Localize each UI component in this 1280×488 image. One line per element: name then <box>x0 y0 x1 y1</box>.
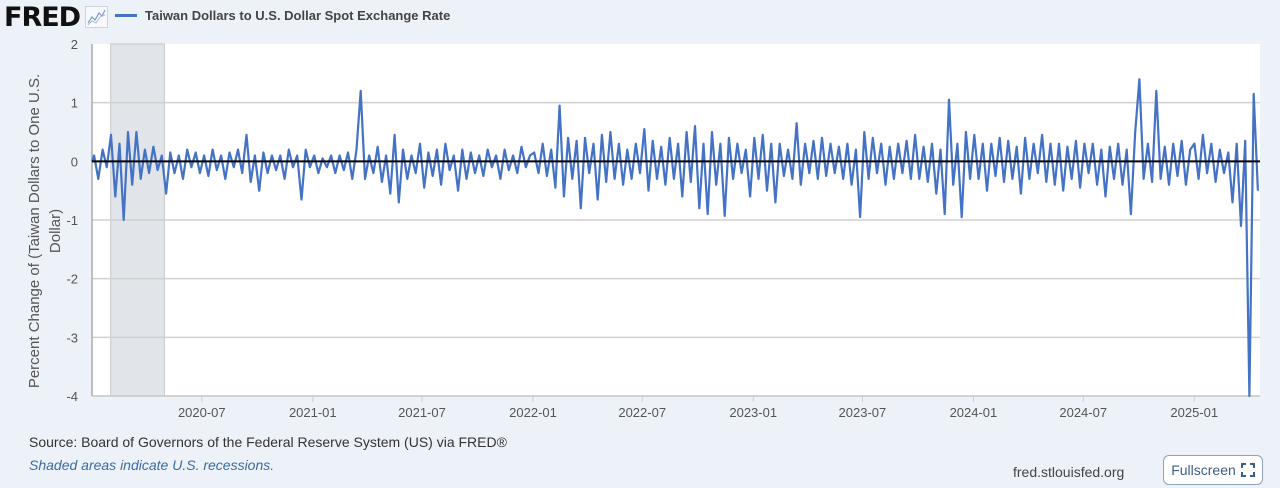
source-text: Source: Board of Governors of the Federa… <box>29 434 507 450</box>
y-tick-label: -2 <box>66 272 78 287</box>
line-graph-icon[interactable] <box>85 6 108 28</box>
x-tick-label: 2025-01 <box>1170 405 1218 420</box>
y-tick-label: -1 <box>66 213 78 228</box>
fullscreen-label: Fullscreen <box>1171 462 1236 478</box>
x-tick-label: 2022-01 <box>509 405 557 420</box>
x-tick-label: 2022-07 <box>618 405 666 420</box>
x-tick-label: 2023-07 <box>839 405 887 420</box>
y-tick-label: -4 <box>66 389 78 404</box>
y-tick-label: 2 <box>71 37 78 52</box>
legend-label: Taiwan Dollars to U.S. Dollar Spot Excha… <box>145 8 451 23</box>
recession-note: Shaded areas indicate U.S. recessions. <box>29 457 275 473</box>
fred-logo[interactable]: FRED <box>4 2 81 33</box>
y-axis-title: Percent Change of (Taiwan Dollars to One… <box>24 36 66 426</box>
legend-swatch <box>115 14 137 17</box>
x-tick-label: 2020-07 <box>178 405 226 420</box>
x-tick-label: 2021-07 <box>398 405 446 420</box>
x-tick-label: 2024-07 <box>1059 405 1107 420</box>
y-axis-title-line: Percent Change of (Taiwan Dollars to One… <box>26 73 43 389</box>
x-tick-label: 2024-01 <box>950 405 998 420</box>
y-tick-label: 0 <box>71 154 78 169</box>
site-link[interactable]: fred.stlouisfed.org <box>1013 464 1125 480</box>
legend: Taiwan Dollars to U.S. Dollar Spot Excha… <box>115 8 450 23</box>
chart: 2 1 0 -1 -2 -3 -4 2020-07 2021-01 2021-07 2022-01 2… <box>66 37 1260 420</box>
fullscreen-button[interactable]: Fullscreen <box>1163 455 1263 485</box>
x-tick-label: 2021-01 <box>289 405 337 420</box>
x-tick-label: 2023-01 <box>729 405 777 420</box>
y-tick-label: 1 <box>71 96 78 111</box>
y-axis-title-line: Dollar) <box>47 208 64 254</box>
y-tick-label: -3 <box>66 330 78 345</box>
fullscreen-icon <box>1240 463 1255 477</box>
